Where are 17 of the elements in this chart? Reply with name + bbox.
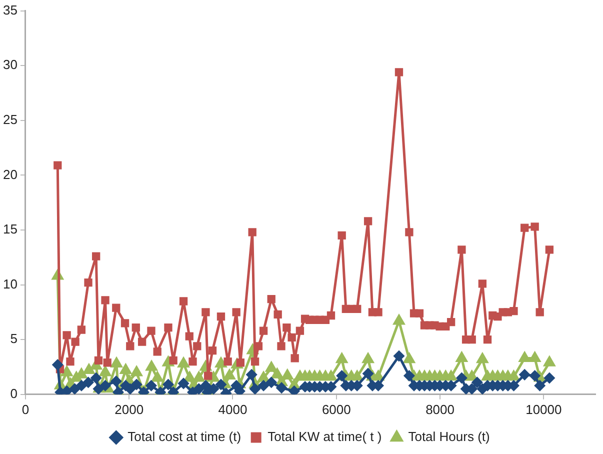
y-tick-label: 10 xyxy=(2,276,18,292)
y-tick-label: 25 xyxy=(2,112,18,127)
legend-label: Total cost at time (t) xyxy=(128,429,242,444)
y-tick-label: 20 xyxy=(2,166,18,182)
x-tick-label: 0 xyxy=(22,402,30,417)
x-tick-label: 8000 xyxy=(426,402,454,417)
x-tick-label: 6000 xyxy=(322,402,351,417)
x-tick-label: 2000 xyxy=(114,402,144,417)
x-tick-label: 4000 xyxy=(218,402,248,417)
legend-label: Total Hours (t) xyxy=(408,429,490,444)
y-tick-label: 35 xyxy=(2,2,18,18)
y-tick-label: 15 xyxy=(2,222,18,237)
legend-label: Total KW at time( t ) xyxy=(268,429,382,444)
y-tick-label: 0 xyxy=(10,386,18,401)
x-tick-label: 10000 xyxy=(526,402,562,417)
y-tick-label: 5 xyxy=(10,331,18,346)
y-tick-label: 30 xyxy=(2,57,18,72)
